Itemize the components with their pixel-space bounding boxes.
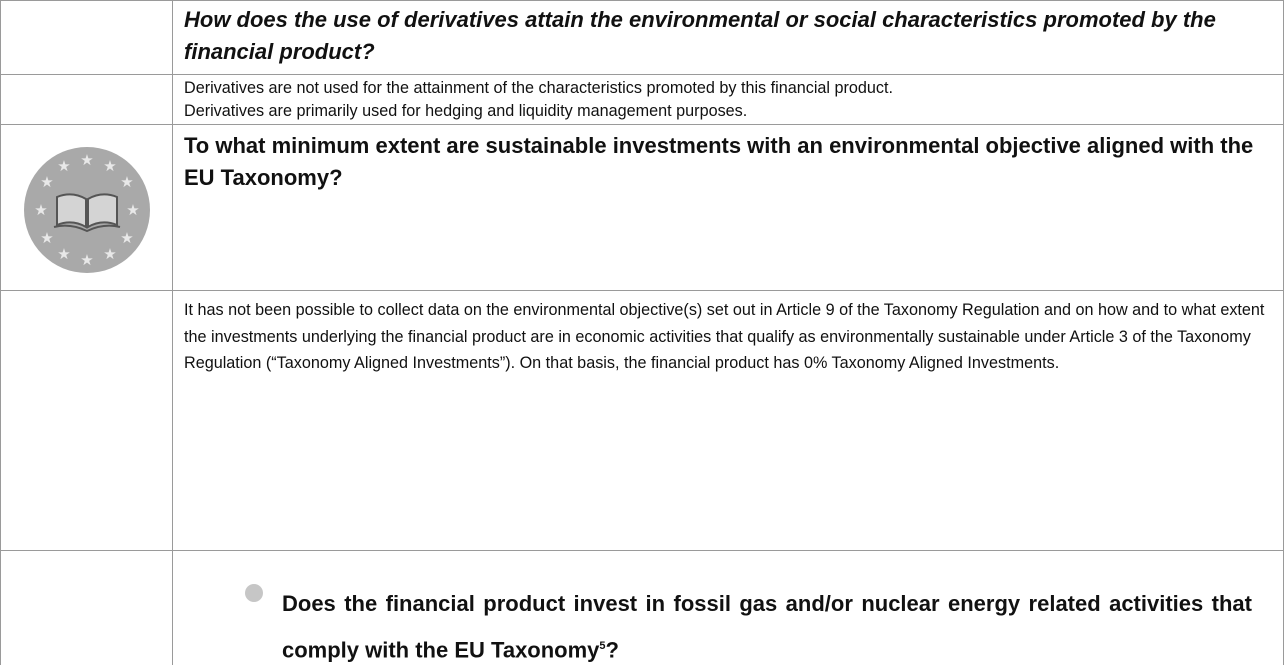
svg-text:★: ★ — [126, 201, 139, 219]
cell — [0, 74, 173, 125]
svg-text:★: ★ — [40, 173, 53, 191]
question-mark: ? — [605, 637, 619, 663]
line: Derivatives are primarily used for hedgi… — [184, 102, 748, 120]
svg-text:★: ★ — [57, 245, 70, 263]
cell — [0, 0, 173, 75]
line: Derivatives are not used for the attainm… — [184, 79, 894, 97]
svg-text:★: ★ — [120, 173, 133, 191]
heading: To what minimum extent are sustainable i… — [184, 133, 1254, 190]
svg-text:★: ★ — [80, 251, 93, 269]
paragraph: It has not been possible to collect data… — [184, 301, 1265, 372]
svg-text:★: ★ — [34, 201, 47, 219]
cell — [0, 550, 173, 665]
svg-text:★: ★ — [80, 151, 93, 169]
svg-text:★: ★ — [40, 229, 53, 247]
svg-text:★: ★ — [57, 157, 70, 175]
footnote-ref: 5 — [599, 640, 606, 652]
question-text: Does the financial product invest in fos… — [282, 591, 1252, 663]
svg-text:★: ★ — [120, 229, 133, 247]
question: Does the financial product invest in fos… — [282, 583, 1252, 665]
taxonomy-icon: ★ ★★ ★★★ ★★★ ★★★ — [24, 147, 150, 273]
cell — [0, 290, 173, 551]
svg-text:★: ★ — [103, 245, 116, 263]
bullet — [245, 584, 263, 602]
heading: How does the use of derivatives attain t… — [184, 7, 1216, 64]
svg-text:★: ★ — [103, 157, 116, 175]
cell — [172, 550, 1284, 665]
